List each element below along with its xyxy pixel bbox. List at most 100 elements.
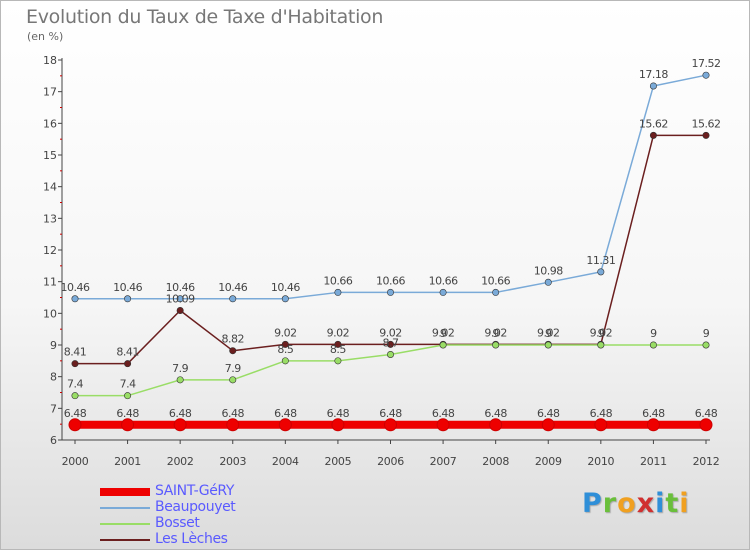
data-point (71, 295, 79, 303)
data-point (597, 341, 605, 349)
data-point (176, 295, 184, 303)
data-point (71, 360, 79, 368)
data-label: 10.98 (534, 264, 563, 277)
data-label: 10.09 (166, 292, 195, 305)
data-label: 10.66 (481, 274, 510, 287)
legend-label: SAINT-GéRY (155, 483, 235, 499)
x-tick-label: 2002 (167, 455, 194, 468)
data-label: 6.48 (432, 407, 455, 420)
data-point (489, 418, 503, 432)
data-label: 9 (598, 327, 605, 340)
data-label: 6.48 (327, 407, 350, 420)
data-label: 8.82 (222, 333, 245, 346)
logo-letter: o (617, 488, 637, 519)
data-point (649, 131, 657, 139)
data-label: 9.02 (274, 326, 297, 339)
data-point (702, 71, 710, 79)
data-point (334, 357, 342, 365)
logo-letter: i (655, 488, 666, 519)
data-label: 9.02 (590, 326, 613, 339)
data-point (71, 392, 79, 400)
x-tick-label: 2006 (377, 455, 404, 468)
y-tick-label: 10 (43, 307, 57, 320)
data-point (124, 392, 132, 400)
data-point (334, 288, 342, 296)
data-point (229, 295, 237, 303)
data-label: 17.18 (639, 68, 668, 81)
data-label: 10.46 (113, 281, 142, 294)
data-label: 7.4 (120, 378, 136, 391)
data-label: 6.48 (222, 407, 245, 420)
data-label: 7.9 (225, 362, 241, 375)
data-label: 7.9 (172, 362, 188, 375)
data-label: 6.48 (695, 407, 718, 420)
data-label: 9.02 (484, 326, 507, 339)
data-point (544, 278, 552, 286)
data-label: 10.66 (376, 274, 405, 287)
x-tick-label: 2003 (219, 455, 246, 468)
legend-swatch (100, 488, 150, 496)
x-tick-label: 2008 (482, 455, 509, 468)
data-label: 10.46 (271, 281, 300, 294)
data-label: 9 (545, 327, 552, 340)
data-label: 9.02 (379, 326, 402, 339)
legend-label: Beaupouyet (155, 499, 236, 515)
y-tick-label: 9 (50, 339, 57, 352)
data-point (649, 82, 657, 90)
data-point (331, 418, 345, 432)
data-label: 10.46 (166, 281, 195, 294)
logo-letter: t (665, 488, 680, 519)
legend-label: Bosset (155, 515, 200, 531)
data-label: 8.41 (64, 346, 87, 359)
data-point (124, 360, 132, 368)
data-point (226, 418, 240, 432)
data-point (544, 341, 552, 349)
data-point (229, 376, 237, 384)
data-label: 8.5 (277, 343, 293, 356)
logo-letter: i (679, 488, 690, 519)
data-point (278, 418, 292, 432)
unit-label: (en %) (27, 30, 64, 43)
legend-swatch (100, 539, 150, 541)
data-point (594, 418, 608, 432)
data-label: 10.46 (218, 281, 247, 294)
data-label: 9.02 (537, 326, 560, 339)
data-label: 6.48 (537, 407, 560, 420)
y-tick-label: 13 (43, 212, 57, 225)
data-point (386, 340, 394, 348)
y-tick-label: 18 (43, 54, 57, 67)
data-label: 6.48 (274, 407, 297, 420)
data-point (121, 418, 135, 432)
data-label: 9 (703, 327, 710, 340)
y-tick-label: 17 (43, 86, 57, 99)
x-tick-label: 2004 (272, 455, 299, 468)
data-label: 8.5 (330, 343, 346, 356)
data-point (384, 418, 397, 432)
data-label: 17.52 (692, 57, 721, 70)
data-point (699, 418, 713, 432)
data-label: 15.62 (692, 117, 721, 130)
data-point (439, 288, 447, 296)
data-label: 6.48 (642, 407, 665, 420)
y-tick-label: 6 (50, 434, 57, 447)
proxiti-logo: Proxiti (582, 488, 690, 519)
data-point (176, 306, 184, 314)
x-tick-label: 2009 (535, 455, 562, 468)
x-tick-label: 2012 (693, 455, 720, 468)
data-point (173, 418, 187, 432)
data-label: 6.48 (169, 407, 192, 420)
x-tick-label: 2005 (325, 455, 352, 468)
legend-swatch (100, 507, 150, 509)
data-label: 6.48 (64, 407, 87, 420)
x-tick-label: 2010 (587, 455, 614, 468)
data-label: 10.66 (429, 274, 458, 287)
data-point (646, 418, 660, 432)
logo-letter: P (582, 488, 603, 519)
data-label: 8.41 (116, 346, 139, 359)
data-label: 9 (440, 327, 447, 340)
y-tick-label: 12 (43, 244, 57, 257)
y-tick-label: 7 (50, 402, 57, 415)
data-point (597, 268, 605, 276)
